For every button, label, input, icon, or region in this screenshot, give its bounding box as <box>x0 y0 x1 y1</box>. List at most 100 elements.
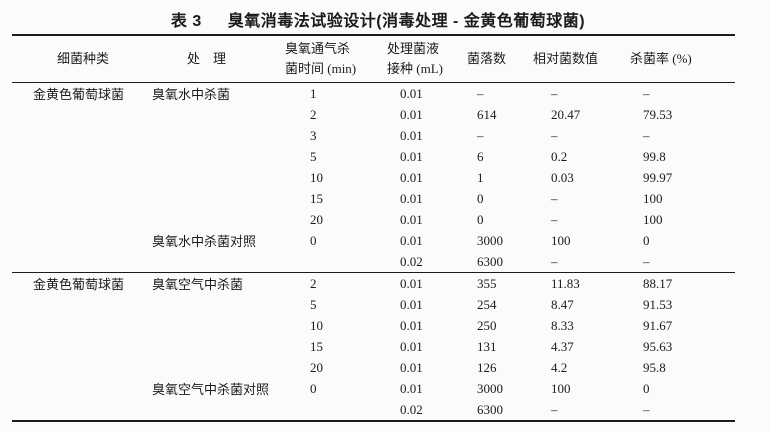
header-text: 处理菌液 <box>387 41 440 56</box>
table-row: 2 0.01 614 20.47 79.53 <box>12 104 735 125</box>
cell: 15 <box>310 190 323 206</box>
cell: – <box>477 85 484 101</box>
cell: 4.2 <box>551 359 568 375</box>
table-row: 0.02 6300 – – <box>12 251 735 272</box>
cell: 6300 <box>477 253 503 269</box>
table-row: 0.02 6300 – – <box>12 399 735 420</box>
cell: 1 <box>477 169 484 185</box>
cell: – <box>551 190 558 206</box>
table-row: 3 0.01 – – – <box>12 125 735 146</box>
cell: 金黄色葡萄球菌 <box>33 87 125 102</box>
cell: 0.2 <box>551 148 568 164</box>
cell: 15 <box>310 338 323 354</box>
cell: 金黄色葡萄球菌 <box>33 277 125 292</box>
cell: 5 <box>310 296 317 312</box>
cell: 臭氧水中杀菌对照 <box>152 234 257 249</box>
table-caption: 表 3 臭氧消毒法试验设计(消毒处理 - 金黄色葡萄球菌) <box>0 7 756 31</box>
cell: 0.02 <box>400 401 423 417</box>
cell: 0.01 <box>400 359 423 375</box>
cell: 88.17 <box>643 275 673 291</box>
cell: 79.53 <box>643 106 673 122</box>
cell: 0.01 <box>400 127 423 143</box>
cell: – <box>643 85 650 101</box>
cell: 0 <box>477 190 484 206</box>
header-text: 菌时间 (min) <box>285 61 357 76</box>
cell: 0.01 <box>400 338 423 354</box>
cell: 3000 <box>477 380 503 396</box>
cell: 0 <box>477 211 484 227</box>
cell: 355 <box>477 275 497 291</box>
header-text: 杀菌率 (%) <box>630 51 692 66</box>
cell: 20.47 <box>551 106 581 122</box>
cell: 6300 <box>477 401 503 417</box>
header-ozone-time: 臭氧通气杀 菌时间 (min) <box>283 36 385 82</box>
cell: 126 <box>477 359 497 375</box>
cell: – <box>551 401 558 417</box>
cell: 臭氧空气中杀菌对照 <box>152 382 270 397</box>
header-text: 接种 (mL) <box>387 61 443 76</box>
cell: – <box>551 211 558 227</box>
cell: 20 <box>310 211 323 227</box>
cell: 6 <box>477 148 484 164</box>
table-row: 金黄色葡萄球菌 臭氧空气中杀菌 2 0.01 355 11.83 88.17 <box>12 272 735 294</box>
cell: – <box>551 85 558 101</box>
header-text: 处 理 <box>187 51 227 66</box>
cell: 8.47 <box>551 296 574 312</box>
cell: 2 <box>310 106 317 122</box>
cell: 91.53 <box>643 296 673 312</box>
header-kill-rate: 杀菌率 (%) <box>628 36 735 82</box>
table-row: 臭氧空气中杀菌对照 0 0.01 3000 100 0 <box>12 378 735 399</box>
cell: 100 <box>643 190 663 206</box>
cell: 100 <box>551 380 571 396</box>
table-title: 臭氧消毒法试验设计(消毒处理 - 金黄色葡萄球菌) <box>227 13 586 30</box>
cell: 4.37 <box>551 338 574 354</box>
cell: 0.01 <box>400 380 423 396</box>
cell: 2 <box>310 275 317 291</box>
cell: 0.01 <box>400 190 423 206</box>
cell: 10 <box>310 317 323 333</box>
cell: 254 <box>477 296 497 312</box>
cell: – <box>643 127 650 143</box>
cell: 95.63 <box>643 338 673 354</box>
table-body: 金黄色葡萄球菌 臭氧水中杀菌 1 0.01 – – – 2 0.01 614 20.47 79.53 3… <box>12 83 735 420</box>
cell: 614 <box>477 106 497 122</box>
data-table: 细菌种类 处 理 臭氧通气杀 菌时间 (min) 处理菌液 接种 (mL) 菌落… <box>12 34 735 422</box>
header-colony-count: 菌落数 <box>465 36 531 82</box>
header-text: 相对菌数值 <box>533 51 599 66</box>
cell: 臭氧空气中杀菌 <box>152 277 244 292</box>
table-row: 5 0.01 6 0.2 99.8 <box>12 146 735 167</box>
table-row: 10 0.01 1 0.03 99.97 <box>12 167 735 188</box>
cell: 0 <box>310 380 317 396</box>
cell: 1 <box>310 85 317 101</box>
cell: – <box>551 253 558 269</box>
cell: 0.01 <box>400 232 423 248</box>
cell: 0.01 <box>400 169 423 185</box>
cell: 100 <box>643 211 663 227</box>
cell: 0 <box>643 380 650 396</box>
header-bacteria-type: 细菌种类 <box>12 36 145 82</box>
cell: – <box>643 253 650 269</box>
cell: 11.83 <box>551 275 580 291</box>
header-text: 细菌种类 <box>57 51 110 66</box>
cell: 0.01 <box>400 296 423 312</box>
table-number: 表 3 <box>170 13 202 30</box>
cell: 0 <box>643 232 650 248</box>
cell: 0.01 <box>400 106 423 122</box>
cell: 3 <box>310 127 317 143</box>
cell: 91.67 <box>643 317 673 333</box>
cell: 0.02 <box>400 253 423 269</box>
cell: – <box>643 401 650 417</box>
table-row: 10 0.01 250 8.33 91.67 <box>12 315 735 336</box>
table-row: 臭氧水中杀菌对照 0 0.01 3000 100 0 <box>12 230 735 251</box>
table-header-row: 细菌种类 处 理 臭氧通气杀 菌时间 (min) 处理菌液 接种 (mL) 菌落… <box>12 36 735 83</box>
table-row: 20 0.01 126 4.2 95.8 <box>12 357 735 378</box>
cell: – <box>477 127 484 143</box>
cell: 5 <box>310 148 317 164</box>
cell: 131 <box>477 338 497 354</box>
cell: 10 <box>310 169 323 185</box>
cell: 0.01 <box>400 275 423 291</box>
cell: 250 <box>477 317 497 333</box>
cell: 3000 <box>477 232 503 248</box>
cell: – <box>551 127 558 143</box>
